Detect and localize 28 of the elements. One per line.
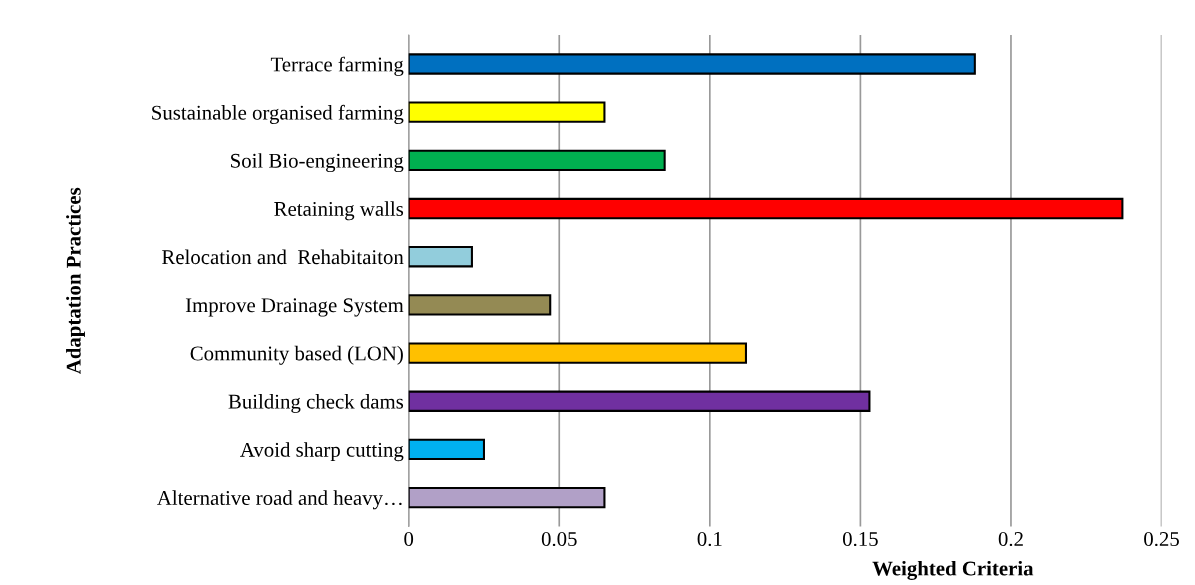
bar [408,149,666,172]
x-tick-label: 0.05 [541,531,577,547]
bar [408,294,552,316]
y-tick-label: Soil Bio-engineering [231,153,404,173]
y-axis-title: Adaptation Practices [66,187,85,375]
bar [408,438,486,461]
y-tick-label: Alternative road and heavy… [157,490,402,510]
x-tick-label: 0.25 [1144,531,1179,547]
bar [408,486,606,509]
y-tick-label: Avoid sharp cutting [240,442,404,462]
bar [408,197,1124,220]
y-tick-label: Improve Drainage System [185,298,404,317]
bar [408,246,473,268]
y-tick-label: Terrace farming [270,56,404,76]
bar [408,101,606,123]
x-tick-label: 0 [404,531,414,547]
bar [408,342,748,364]
bar [408,390,871,412]
y-tick-label: Retaining walls [274,201,404,221]
y-tick-label: Sustainable organised farming [152,104,404,125]
y-tick-label: Relocation and Rehabitaiton [162,249,404,265]
y-tick-label: Community based (LON) [190,345,403,365]
x-tick-label: 0.2 [998,531,1023,547]
y-tick-label: Building check dams [228,394,404,413]
x-tick-label: 0.15 [842,531,878,547]
x-tick-label: 0.1 [697,531,722,547]
bar [408,53,976,75]
x-axis-title: Weighted Criteria [872,560,1034,580]
